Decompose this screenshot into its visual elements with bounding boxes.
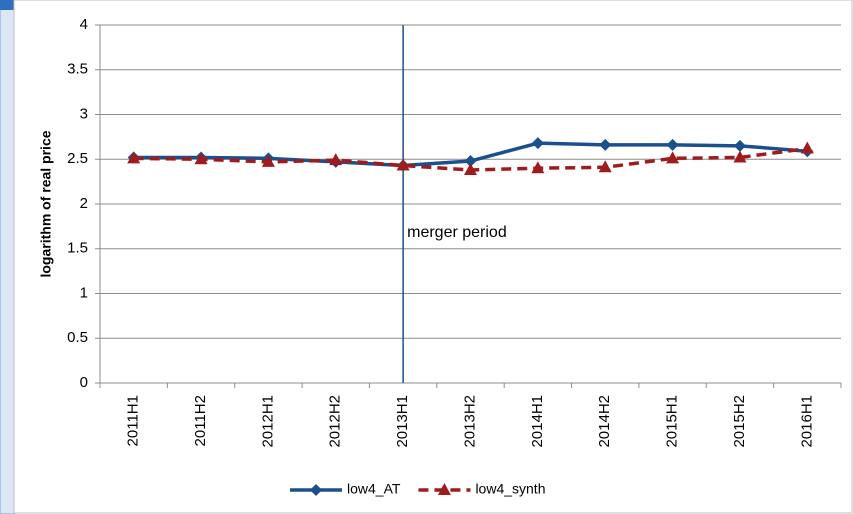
point xyxy=(733,139,746,152)
x-tick-label: 2014H2 xyxy=(596,395,613,448)
x-tick-label: 2014H1 xyxy=(529,395,546,448)
y-axis-label: logarithm of real price xyxy=(38,130,54,277)
legend-label: low4_synth xyxy=(475,481,545,497)
side-tab xyxy=(0,0,14,10)
point xyxy=(598,160,612,173)
point xyxy=(396,158,410,171)
point xyxy=(194,152,208,165)
point xyxy=(329,153,343,166)
x-tick-label: 2011H2 xyxy=(192,395,209,446)
x-tick-label: 2013H1 xyxy=(394,395,411,448)
y-tick-label: 2 xyxy=(80,195,88,212)
x-tick-label: 2012H1 xyxy=(259,395,276,448)
annotation-text: merger period xyxy=(407,224,507,241)
x-tick-label: 2015H1 xyxy=(664,395,681,448)
y-tick-label: 3.5 xyxy=(67,61,88,78)
x-tick-label: 2013H2 xyxy=(461,395,478,448)
point xyxy=(464,162,477,175)
y-tick-label: 1.5 xyxy=(67,240,88,257)
y-tick-label: 4 xyxy=(80,16,88,33)
legend-marker xyxy=(310,484,322,496)
y-tick-label: 2.5 xyxy=(67,150,88,167)
point xyxy=(800,141,814,154)
x-tick-label: 2012H2 xyxy=(327,395,344,448)
point xyxy=(464,155,477,168)
x-tick-label: 2016H1 xyxy=(798,395,815,448)
point xyxy=(531,137,544,150)
point xyxy=(531,161,545,174)
point xyxy=(666,151,680,164)
y-tick-label: 1 xyxy=(80,284,88,301)
point xyxy=(127,151,141,164)
frame xyxy=(13,0,853,514)
legend-marker xyxy=(437,483,451,495)
point xyxy=(261,154,275,167)
y-tick-label: 0.5 xyxy=(67,329,88,346)
point xyxy=(599,138,612,151)
legend-label: low4_AT xyxy=(347,481,401,497)
point xyxy=(733,150,747,163)
y-tick-label: 0 xyxy=(80,374,88,391)
point xyxy=(666,138,679,151)
x-tick-label: 2015H2 xyxy=(731,395,748,448)
side-strip xyxy=(0,0,15,514)
x-tick-label: 2011H1 xyxy=(125,395,142,446)
y-tick-label: 3 xyxy=(80,105,88,122)
